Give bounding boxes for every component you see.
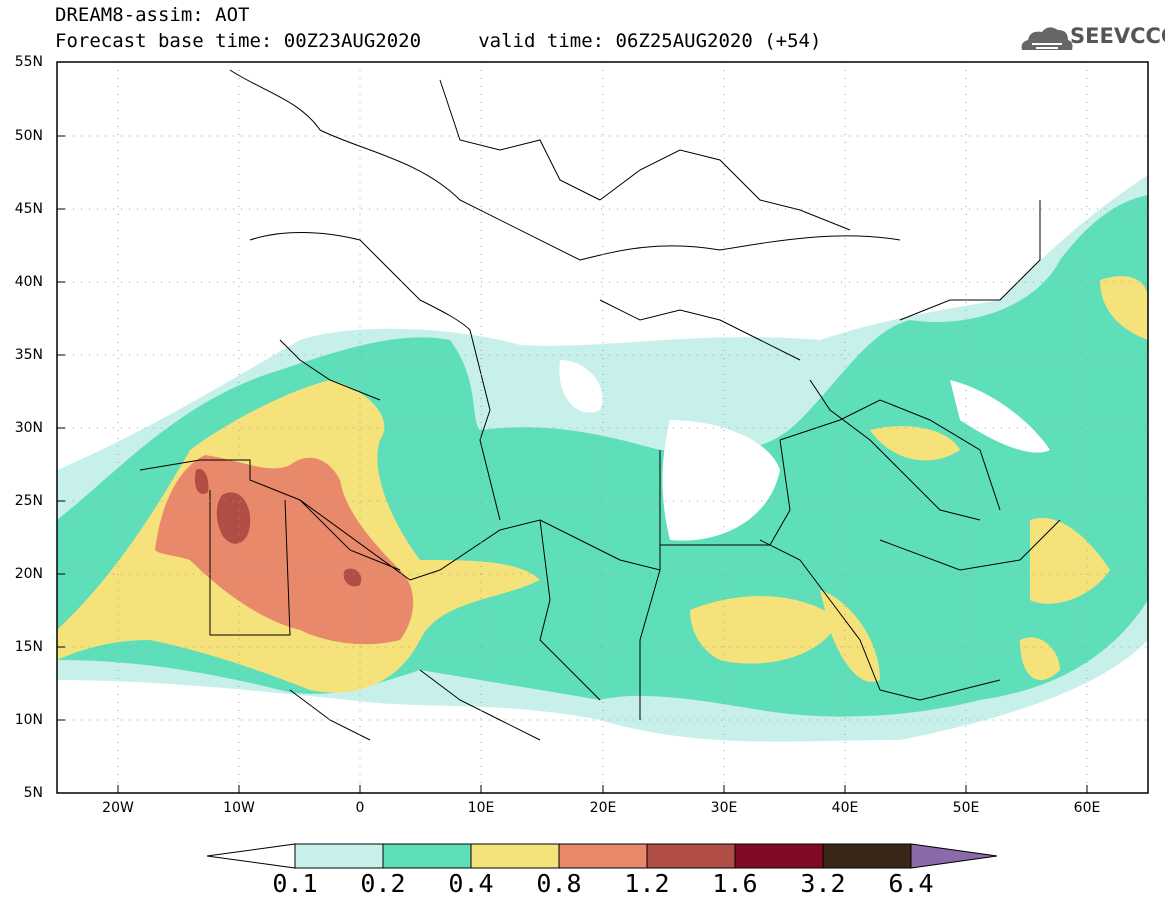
- colorbar-label-0.1: 0.1: [272, 869, 318, 898]
- lon-label-60e: 60E: [1073, 800, 1101, 816]
- colorbar-under: [206, 843, 296, 869]
- lon-label-10w: 10W: [223, 800, 255, 816]
- lat-label-20n: 20N: [14, 566, 43, 582]
- colorbar-label-6.4: 6.4: [888, 869, 934, 898]
- lat-label-45n: 45N: [14, 201, 43, 217]
- colorbar-segment-0: [294, 843, 384, 869]
- colorbar-over: [910, 843, 998, 869]
- lat-label-50n: 50N: [14, 128, 43, 144]
- lat-label-55n: 55N: [14, 54, 43, 70]
- colorbar-segment-6: [822, 843, 912, 869]
- colorbar-label-3.2: 3.2: [800, 869, 846, 898]
- colorbar: [206, 843, 998, 869]
- lat-label-30n: 30N: [14, 420, 43, 436]
- aot-field: [57, 175, 1148, 742]
- colorbar-label-0.4: 0.4: [448, 869, 494, 898]
- aot-band-1.2: [216, 492, 251, 544]
- lon-label-10e: 10E: [467, 800, 495, 816]
- lon-label-30e: 30E: [710, 800, 738, 816]
- lat-label-40n: 40N: [14, 274, 43, 290]
- lat-label-15n: 15N: [14, 639, 43, 655]
- colorbar-label-0.2: 0.2: [360, 869, 406, 898]
- lat-label-10n: 10N: [14, 712, 43, 728]
- colorbar-segment-3: [558, 843, 648, 869]
- colorbar-label-1.2: 1.2: [624, 869, 670, 898]
- lon-label-0: 0: [355, 800, 365, 816]
- boundaries: [139, 69, 1061, 741]
- ticks: [57, 61, 1088, 793]
- colorbar-segment-1: [382, 843, 472, 869]
- colorbar-segment-2: [470, 843, 560, 869]
- lon-label-20w: 20W: [102, 800, 134, 816]
- colorbar-label-1.6: 1.6: [712, 869, 758, 898]
- colorbar-segment-4: [646, 843, 736, 869]
- lat-label-5n: 5N: [23, 785, 43, 801]
- cloud-icon: [1021, 27, 1073, 50]
- colorbar-label-0.8: 0.8: [536, 869, 582, 898]
- lat-label-25n: 25N: [14, 493, 43, 509]
- lon-label-40e: 40E: [831, 800, 859, 816]
- seevccc-logo: SEEVCCC: [1070, 24, 1165, 48]
- lat-label-35n: 35N: [14, 347, 43, 363]
- lon-label-50e: 50E: [952, 800, 980, 816]
- colorbar-segment-5: [734, 843, 824, 869]
- chart-title: DREAM8-assim: AOT: [55, 4, 250, 26]
- lon-label-20e: 20E: [589, 800, 617, 816]
- forecast-time-line: Forecast base time: 00Z23AUG2020 valid t…: [55, 30, 822, 52]
